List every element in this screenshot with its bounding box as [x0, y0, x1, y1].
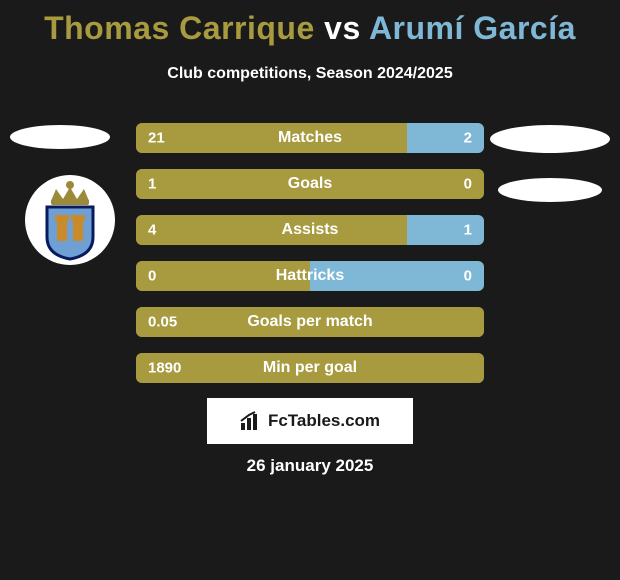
stat-row: Goals1 0 — [136, 169, 484, 199]
stat-value-right: 0 — [464, 176, 472, 193]
subtitle: Club competitions, Season 2024/2025 — [0, 65, 620, 83]
stat-row: Assists4 1 — [136, 215, 484, 245]
title-player1: Thomas Carrique — [44, 10, 315, 46]
stat-value-right: 1 — [464, 222, 472, 239]
stat-value-right: 2 — [464, 130, 472, 147]
stat-value-left: 0.05 — [148, 314, 177, 331]
stat-row: Goals per match0.05 — [136, 307, 484, 337]
stat-label: Goals — [136, 175, 484, 193]
brand-badge: FcTables.com — [207, 398, 413, 444]
comparison-bars: Matches212Goals10Assists41Hattricks00Goa… — [136, 123, 484, 399]
stat-value-left: 0 — [148, 268, 156, 285]
stat-value-right: 0 — [464, 268, 472, 285]
stat-row: Hattricks0 0 — [136, 261, 484, 291]
title-vs: vs — [324, 10, 361, 46]
stat-label: Hattricks — [136, 267, 484, 285]
stat-row: Min per goal1890 — [136, 353, 484, 383]
bars-chart-icon — [240, 411, 262, 431]
accent-ellipse-right-2 — [498, 178, 602, 202]
stat-value-left: 1890 — [148, 360, 181, 377]
stat-value-left: 1 — [148, 176, 156, 193]
stat-label: Goals per match — [136, 313, 484, 331]
stat-label: Min per goal — [136, 359, 484, 377]
brand-text: FcTables.com — [268, 411, 380, 431]
stat-value-left: 4 — [148, 222, 156, 239]
crest-icon — [31, 179, 109, 261]
date-text: 26 january 2025 — [0, 456, 620, 476]
page-title: Thomas Carrique vs Arumí García — [0, 0, 620, 47]
accent-ellipse-right-1 — [490, 125, 610, 153]
accent-ellipse-left — [10, 125, 110, 149]
stat-label: Matches — [136, 129, 484, 147]
stat-value-left: 21 — [148, 130, 165, 147]
title-player2: Arumí García — [369, 10, 576, 46]
stat-row: Matches21 2 — [136, 123, 484, 153]
stat-label: Assists — [136, 221, 484, 239]
team-crest — [25, 175, 115, 265]
